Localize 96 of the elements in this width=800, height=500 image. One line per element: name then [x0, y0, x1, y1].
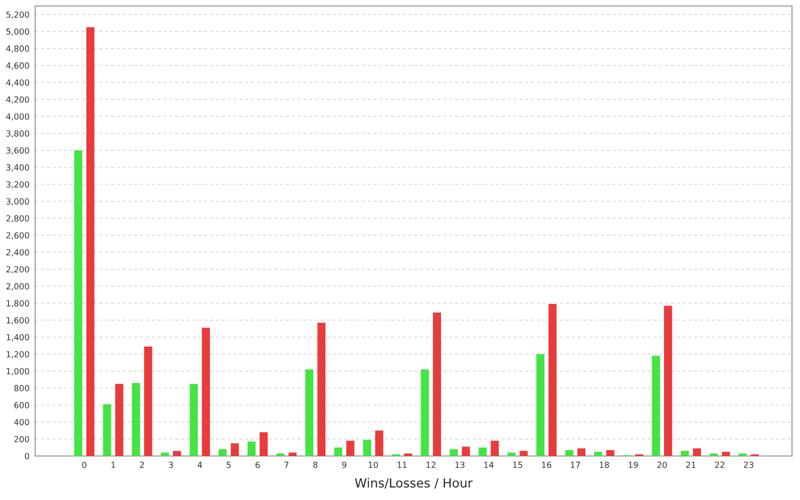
- bar: [680, 450, 689, 456]
- y-tick-label: 1,600: [6, 317, 30, 324]
- y-tick-label: 400: [14, 419, 30, 426]
- x-tick-label: 21: [686, 462, 696, 468]
- y-tick-label: 2,600: [6, 232, 30, 240]
- y-tick-label: 0: [24, 452, 30, 460]
- y-tick-label: 2,400: [6, 249, 30, 256]
- bar: [664, 306, 672, 456]
- bar: [692, 448, 702, 456]
- y-tick-label: 4,000: [6, 113, 30, 121]
- bar: [565, 450, 574, 456]
- x-tick-label: 10: [368, 462, 378, 468]
- y-tick-label: 1,800: [6, 300, 30, 308]
- bar: [190, 384, 198, 456]
- bar: [450, 449, 458, 456]
- bar: [520, 450, 528, 456]
- x-tick-label: 22: [715, 462, 724, 468]
- bar: [144, 346, 152, 456]
- x-tick-label: 9: [342, 462, 346, 468]
- bar: [462, 446, 470, 456]
- x-tick-label: 3: [168, 462, 173, 468]
- bar: [276, 453, 284, 456]
- y-tick-label: 5,000: [6, 28, 30, 36]
- y-tick-label: 3,400: [6, 164, 30, 172]
- bar: [507, 452, 516, 456]
- bar: [536, 354, 544, 456]
- bar: [478, 448, 487, 456]
- y-tick-label: 4,600: [6, 62, 30, 70]
- y-tick-label: 600: [14, 402, 30, 408]
- y-tick-label: 3,600: [6, 147, 30, 154]
- y-tick-label: 1,400: [6, 334, 30, 342]
- y-tick-label: 5,200: [6, 11, 30, 19]
- x-tick-label: 12: [426, 462, 436, 468]
- y-tick-label: 4,800: [6, 45, 30, 53]
- x-tick-label: 2: [140, 462, 144, 468]
- bar: [305, 369, 314, 456]
- x-tick-label: 6: [256, 462, 260, 468]
- bar: [738, 453, 747, 456]
- bar: [160, 452, 169, 456]
- bar: [172, 450, 182, 456]
- y-tick-label: 3,200: [6, 181, 30, 188]
- x-tick-label: 7: [284, 462, 288, 468]
- bar: [260, 432, 268, 456]
- y-tick-label: 1,000: [6, 368, 30, 376]
- bar: [432, 312, 442, 456]
- bar: [346, 440, 354, 456]
- x-tick-label: 1: [111, 462, 116, 468]
- y-tick-label: 4,200: [6, 96, 30, 104]
- x-tick-label: 13: [455, 462, 464, 468]
- bar: [115, 384, 124, 456]
- x-tick-label: 8: [313, 462, 318, 468]
- bar: [230, 443, 239, 456]
- x-axis-title: Wins/Losses / Hour: [354, 478, 473, 489]
- bar: [218, 449, 227, 456]
- x-tick-label: 17: [570, 462, 580, 468]
- bar: [363, 440, 372, 456]
- bar: [577, 448, 586, 456]
- x-tick-label: 18: [600, 462, 609, 468]
- x-tick-label: 14: [484, 462, 494, 468]
- bar: [548, 304, 557, 456]
- x-tick-label: 23: [744, 462, 754, 468]
- bar: [490, 440, 499, 456]
- bar: [652, 356, 660, 456]
- x-tick-label: 20: [657, 462, 667, 468]
- y-tick-label: 3,000: [6, 198, 30, 206]
- bar: [202, 328, 210, 456]
- bar: [288, 452, 297, 456]
- x-tick-label: 5: [226, 462, 231, 468]
- x-tick-label: 16: [542, 462, 552, 468]
- y-tick-label: 200: [14, 436, 30, 442]
- bar: [317, 322, 326, 456]
- bar: [420, 369, 429, 456]
- x-tick-label: 19: [628, 462, 638, 468]
- x-tick-label: 11: [398, 462, 407, 468]
- bar: [86, 27, 94, 456]
- x-tick-label: 0: [82, 462, 86, 468]
- bar: [74, 150, 82, 456]
- bar: [710, 453, 718, 456]
- bar: [248, 442, 256, 456]
- y-tick-label: 800: [14, 385, 30, 392]
- bar: [375, 430, 384, 456]
- y-tick-label: 2,800: [6, 215, 30, 222]
- bar: [594, 452, 602, 456]
- y-tick-label: 3,800: [6, 130, 30, 138]
- x-tick-label: 15: [513, 462, 522, 468]
- bar: [334, 448, 342, 456]
- bar: [103, 404, 112, 456]
- y-tick-label: 1,200: [6, 351, 30, 358]
- bar: [722, 452, 730, 456]
- y-tick-label: 4,400: [6, 79, 30, 87]
- bar: [606, 450, 614, 456]
- x-tick-label: 4: [198, 462, 202, 468]
- bar: [404, 453, 412, 456]
- bar: [132, 382, 140, 456]
- y-tick-label: 2,200: [6, 266, 30, 274]
- y-tick-label: 2,000: [6, 283, 30, 290]
